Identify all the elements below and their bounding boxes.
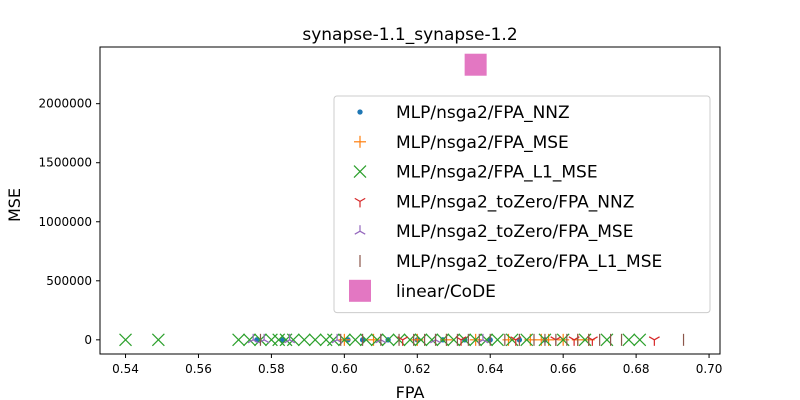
series-4 [247, 333, 489, 344]
data-point [264, 333, 278, 347]
data-point [455, 336, 467, 346]
legend-label: MLP/nsga2/FPA_MSE [396, 133, 569, 153]
plot-area [99, 46, 721, 355]
x-tick-label: 0.60 [331, 362, 358, 376]
data-point [151, 333, 165, 347]
x-tick-label: 0.66 [550, 362, 577, 376]
data-point [279, 337, 286, 343]
data-point [258, 333, 270, 344]
data-point [331, 333, 343, 344]
data-point [319, 333, 333, 347]
legend-entry: MLP/nsga2/FPA_MSE [354, 133, 569, 153]
data-point [586, 336, 598, 346]
legend-marker [354, 135, 366, 148]
legend-marker [354, 197, 366, 208]
x-tick-label: 0.62 [404, 362, 431, 376]
series-3 [397, 336, 660, 346]
data-point [568, 336, 580, 346]
x-axis: 0.54 0.56 0.58 0.60 0.62 0.64 0.66 0.68 0.70 [112, 354, 722, 376]
data-point [232, 333, 246, 347]
y-axis: 0 500000 1000000 1500000 2000000 [39, 97, 100, 347]
data-point [308, 333, 322, 347]
chart-title: synapse-1.1_synapse-1.2 [302, 25, 517, 45]
y-tick-label: 1000000 [39, 215, 92, 229]
legend-marker [349, 279, 371, 302]
legend-entry: MLP/nsga2/FPA_NNZ [357, 103, 570, 123]
legend-entry: MLP/nsga2_toZero/FPA_NNZ [354, 192, 634, 212]
data-point [477, 333, 489, 344]
legend-entry: MLP/nsga2_toZero/FPA_MSE [354, 222, 633, 242]
legend-label: MLP/nsga2/FPA_L1_MSE [396, 163, 598, 183]
data-point [381, 333, 395, 347]
plot-frame [99, 46, 721, 355]
legend-label: MLP/nsga2_toZero/FPA_L1_MSE [396, 252, 662, 272]
data-point [397, 336, 409, 346]
data-point [297, 333, 311, 347]
x-axis-label: FPA [396, 383, 425, 400]
x-tick-label: 0.56 [185, 362, 212, 376]
y-tick-label: 1500000 [39, 156, 92, 170]
data-point [119, 333, 132, 347]
data-point [633, 333, 647, 347]
x-tick-label: 0.58 [258, 362, 285, 376]
legend-label: MLP/nsga2_toZero/FPA_MSE [396, 222, 633, 242]
series-5 [259, 333, 685, 346]
data-point [284, 333, 296, 344]
x-tick-label: 0.54 [112, 362, 139, 376]
legend-label: linear/CoDE [396, 282, 496, 302]
legend-marker [353, 165, 367, 179]
data-point [622, 333, 636, 347]
legend-label: MLP/nsga2_toZero/FPA_NNZ [396, 192, 634, 212]
legend-box [333, 95, 711, 314]
legend-entry: MLP/nsga2_toZero/FPA_L1_MSE [359, 252, 662, 272]
legend-label: MLP/nsga2/FPA_NNZ [396, 103, 570, 123]
legend-marker [357, 109, 363, 115]
series-6 [464, 53, 487, 76]
y-tick-label: 0 [84, 333, 92, 347]
legend: MLP/nsga2/FPA_NNZ MLP/nsga2/FPA_MSE MLP/ns… [333, 95, 711, 314]
x-tick-label: 0.64 [477, 362, 504, 376]
y-axis-label: MSE [5, 188, 24, 222]
x-tick-label: 0.68 [623, 362, 650, 376]
data-point [464, 53, 487, 76]
data-point [247, 333, 259, 344]
data-point [510, 336, 522, 346]
data-point [648, 336, 660, 346]
y-tick-label: 2000000 [39, 97, 92, 111]
legend-entry: MLP/nsga2/FPA_L1_MSE [353, 163, 598, 183]
legend-entry: linear/CoDE [349, 279, 496, 302]
data-point [491, 333, 504, 347]
data-point [520, 333, 534, 347]
data-point [348, 333, 362, 347]
y-tick-label: 500000 [46, 274, 92, 288]
x-tick-label: 0.70 [696, 362, 723, 376]
legend-marker [354, 225, 366, 235]
